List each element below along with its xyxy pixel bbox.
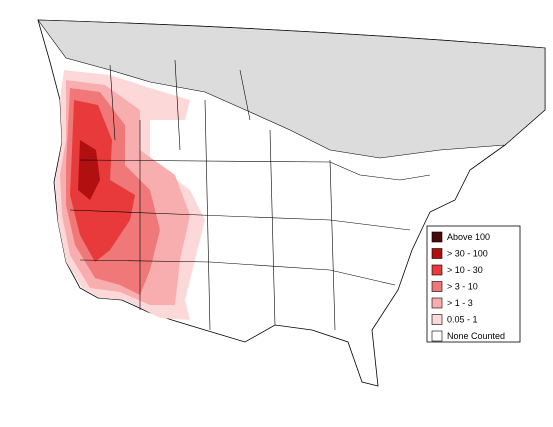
- legend-label: > 3 - 10: [447, 281, 478, 291]
- no-data-region: [37, 19, 546, 159]
- legend-label: > 10 - 30: [447, 265, 483, 275]
- border: [79, 259, 396, 286]
- border: [139, 99, 336, 331]
- legend-label: None Counted: [447, 331, 505, 341]
- legend-label: > 1 - 3: [447, 298, 473, 308]
- abundance: [55, 70, 205, 320]
- legend-swatch: [431, 281, 443, 292]
- legend-label: Above 100: [447, 232, 490, 242]
- border: [69, 209, 411, 231]
- border: [79, 159, 431, 181]
- range-core: [78, 140, 100, 200]
- legend-box: [426, 225, 521, 343]
- boundaries: [69, 59, 431, 331]
- legend-label: 0.05 - 1: [447, 314, 478, 324]
- legend-swatch: [431, 297, 443, 309]
- legend-label: > 30 - 100: [447, 248, 488, 258]
- border: [109, 59, 251, 151]
- legend-swatch: [431, 248, 443, 259]
- range-higher: [70, 100, 135, 262]
- legend-swatch: [431, 231, 443, 243]
- legend-swatch: [431, 314, 443, 325]
- legend-swatch: [431, 264, 443, 276]
- legend-swatch: [431, 330, 443, 342]
- legend: Above 100 > 30 - 100 > 10 - 30 > 3 - 10 > 1 …: [426, 225, 521, 343]
